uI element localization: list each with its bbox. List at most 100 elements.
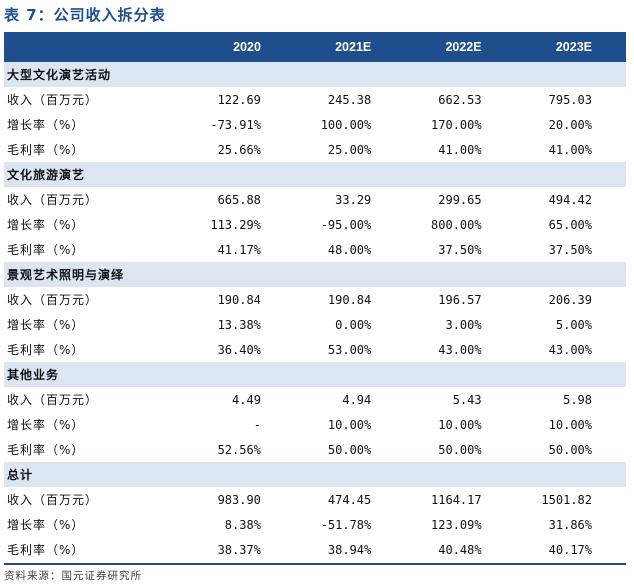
section-empty-cell bbox=[185, 462, 295, 487]
table-row: 毛利率（%） 52.56% 50.00% 50.00% 50.00% bbox=[4, 437, 626, 462]
value-cell: 5.43 bbox=[452, 392, 482, 407]
section-empty-cell bbox=[295, 462, 405, 487]
section-empty-cell bbox=[185, 162, 295, 187]
section-empty-cell bbox=[405, 62, 515, 87]
value-cell: 13.38% bbox=[217, 317, 261, 332]
value-cell: 38.37% bbox=[217, 542, 261, 557]
value-cell: 474.45 bbox=[327, 492, 372, 507]
table-row: 增长率（%） 8.38% -51.78% 123.09% 31.86% bbox=[4, 512, 626, 537]
row-label: 收入（百万元） bbox=[7, 393, 99, 407]
bottom-rule bbox=[4, 563, 626, 565]
value-cell: 40.48% bbox=[438, 542, 482, 557]
row-label: 增长率（%） bbox=[7, 118, 85, 132]
value-cell: 5.98 bbox=[563, 392, 592, 407]
section-empty-cell bbox=[405, 462, 515, 487]
value-cell: 5.00% bbox=[555, 317, 592, 332]
value-cell: 665.88 bbox=[217, 192, 261, 207]
value-cell: 1501.82 bbox=[541, 492, 592, 507]
table-title: 表 7：公司收入拆分表 bbox=[4, 6, 166, 24]
value-cell: 41.00% bbox=[548, 142, 592, 157]
section-empty-cell bbox=[405, 262, 515, 287]
table-row: 毛利率（%） 41.17% 48.00% 37.50% 37.50% bbox=[4, 237, 626, 262]
section-row: 大型文化演艺活动 bbox=[4, 62, 626, 87]
section-title: 其他业务 bbox=[7, 368, 60, 382]
row-label: 增长率（%） bbox=[7, 318, 85, 332]
value-cell: 800.00% bbox=[431, 217, 482, 232]
value-cell: 4.49 bbox=[232, 392, 261, 407]
value-cell: 25.66% bbox=[217, 142, 261, 157]
value-cell: 37.50% bbox=[438, 242, 482, 257]
value-cell: -95.00% bbox=[320, 217, 372, 232]
value-cell: 190.84 bbox=[217, 292, 261, 307]
table-row: 增长率（%） 13.38% 0.00% 3.00% 5.00% bbox=[4, 312, 626, 337]
row-label: 收入（百万元） bbox=[7, 293, 99, 307]
value-cell: 4.94 bbox=[342, 392, 372, 407]
section-empty-cell bbox=[295, 362, 405, 387]
section-row: 总计 bbox=[4, 462, 626, 487]
value-cell: 33.29 bbox=[335, 192, 372, 207]
table-row: 毛利率（%） 25.66% 25.00% 41.00% 41.00% bbox=[4, 137, 626, 162]
value-cell: 1164.17 bbox=[431, 492, 482, 507]
value-cell: - bbox=[253, 417, 261, 432]
row-label: 毛利率（%） bbox=[7, 243, 85, 257]
value-cell: 41.00% bbox=[438, 142, 482, 157]
value-cell: -73.91% bbox=[210, 117, 261, 132]
value-cell: 41.17% bbox=[217, 242, 261, 257]
value-cell: -51.78% bbox=[320, 517, 372, 532]
table-row: 收入（百万元） 665.88 33.29 299.65 494.42 bbox=[4, 187, 626, 212]
header-year-2023e: 2023E bbox=[555, 40, 592, 54]
section-empty-cell bbox=[185, 262, 295, 287]
value-cell: 122.69 bbox=[217, 92, 261, 107]
value-cell: 10.00% bbox=[327, 417, 372, 432]
value-cell: 170.00% bbox=[431, 117, 482, 132]
value-cell: 190.84 bbox=[327, 292, 372, 307]
table-body: 大型文化演艺活动 收入（百万元） 122.69 245.38 662.53 795.03 增… bbox=[4, 62, 626, 562]
table-row: 增长率（%） - 10.00% 10.00% 10.00% bbox=[4, 412, 626, 437]
value-cell: 50.00% bbox=[327, 442, 372, 457]
section-empty-cell bbox=[405, 362, 515, 387]
section-empty-cell bbox=[516, 62, 626, 87]
header-year-2021e: 2021E bbox=[335, 40, 372, 54]
table-row: 收入（百万元） 983.90 474.45 1164.17 1501.82 bbox=[4, 487, 626, 512]
value-cell: 65.00% bbox=[548, 217, 592, 232]
section-empty-cell bbox=[295, 262, 405, 287]
value-cell: 43.00% bbox=[548, 342, 592, 357]
value-cell: 43.00% bbox=[438, 342, 482, 357]
row-label: 毛利率（%） bbox=[7, 143, 85, 157]
table-row: 收入（百万元） 190.84 190.84 196.57 206.39 bbox=[4, 287, 626, 312]
section-empty-cell bbox=[516, 262, 626, 287]
header-year-2020: 2020 bbox=[233, 40, 261, 54]
value-cell: 50.00% bbox=[548, 442, 592, 457]
table-row: 收入（百万元） 122.69 245.38 662.53 795.03 bbox=[4, 87, 626, 112]
value-cell: 36.40% bbox=[217, 342, 261, 357]
value-cell: 20.00% bbox=[548, 117, 592, 132]
value-cell: 50.00% bbox=[438, 442, 482, 457]
value-cell: 3.00% bbox=[445, 317, 482, 332]
row-label: 收入（百万元） bbox=[7, 93, 99, 107]
value-cell: 795.03 bbox=[548, 92, 592, 107]
table-row: 收入（百万元） 4.49 4.94 5.43 5.98 bbox=[4, 387, 626, 412]
section-empty-cell bbox=[516, 162, 626, 187]
section-empty-cell bbox=[295, 162, 405, 187]
section-empty-cell bbox=[295, 62, 405, 87]
section-title: 大型文化演艺活动 bbox=[7, 68, 112, 82]
value-cell: 206.39 bbox=[548, 292, 592, 307]
row-label: 收入（百万元） bbox=[7, 493, 99, 507]
row-label: 毛利率（%） bbox=[7, 343, 85, 357]
row-label: 毛利率（%） bbox=[7, 443, 85, 457]
value-cell: 10.00% bbox=[438, 417, 482, 432]
row-label: 增长率（%） bbox=[7, 218, 85, 232]
section-title: 文化旅游演艺 bbox=[7, 168, 86, 182]
section-empty-cell bbox=[516, 362, 626, 387]
value-cell: 113.29% bbox=[210, 217, 261, 232]
source-note: 资料来源：国元证券研究所 bbox=[4, 570, 142, 582]
value-cell: 245.38 bbox=[327, 92, 372, 107]
table-row: 增长率（%） 113.29% -95.00% 800.00% 65.00% bbox=[4, 212, 626, 237]
value-cell: 299.65 bbox=[438, 192, 482, 207]
section-title: 景观艺术照明与演绎 bbox=[7, 268, 125, 282]
section-empty-cell bbox=[516, 462, 626, 487]
header-label-cell bbox=[4, 32, 185, 62]
row-label: 收入（百万元） bbox=[7, 193, 99, 207]
table-row: 毛利率（%） 38.37% 38.94% 40.48% 40.17% bbox=[4, 537, 626, 562]
value-cell: 40.17% bbox=[548, 542, 592, 557]
